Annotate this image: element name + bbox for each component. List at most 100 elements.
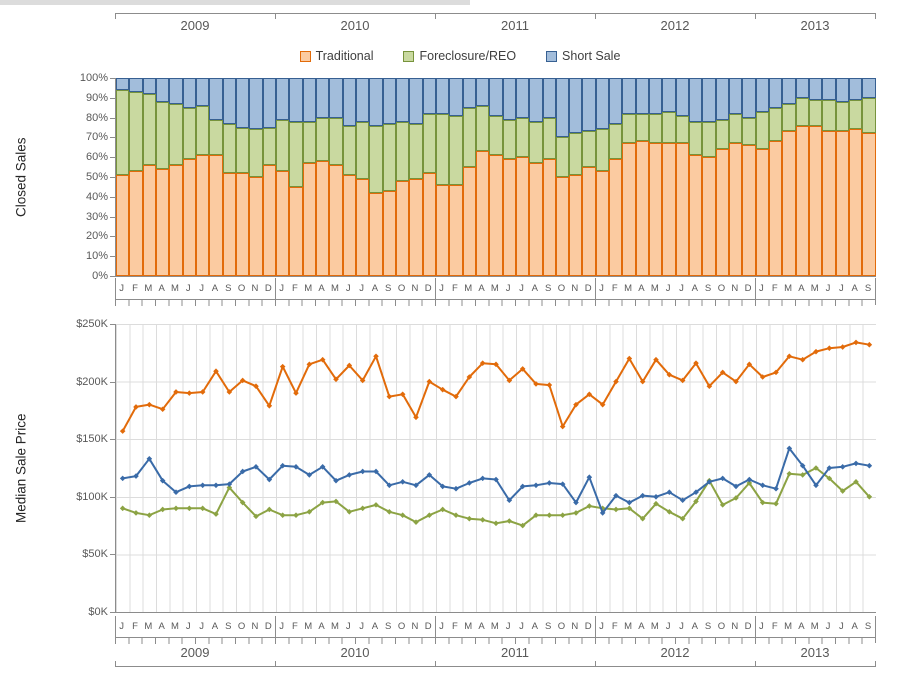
bar-segment-foreclosure-reo [116, 89, 130, 176]
month-label: M [464, 621, 473, 632]
bar-segment-foreclosure-reo [689, 121, 703, 156]
foreclosure-reo-price-line-marker [866, 494, 873, 500]
bar-segment-foreclosure-reo [795, 97, 810, 126]
month-label: M [624, 283, 633, 294]
short-sale-price-line-marker [479, 475, 486, 482]
month-label: A [318, 283, 325, 294]
month-label: N [571, 621, 579, 632]
bar-segment-traditional [249, 177, 263, 276]
traditional-price-line-marker [653, 356, 659, 363]
month-label: M [650, 621, 659, 632]
bar-segment-foreclosure-reo [449, 115, 463, 185]
short-sale-price-line-marker [213, 482, 219, 489]
bar-segment-foreclosure-reo [769, 107, 783, 142]
foreclosure-reo-price-line-marker [639, 515, 646, 522]
bar-segment-foreclosure-reo [302, 121, 316, 164]
traditional-price-line-marker [386, 393, 393, 400]
foreclosure-reo-price-line-marker [759, 499, 766, 506]
bar-segment-foreclosure-reo [609, 123, 623, 160]
bar-segment-short-sale [662, 78, 676, 112]
bar-segment-traditional [795, 125, 810, 276]
foreclosure-reo-price-line-marker [199, 505, 206, 512]
month-label: M [784, 283, 793, 294]
bar-segment-short-sale [142, 78, 156, 94]
bar-segment-short-sale [555, 78, 570, 138]
bar-segment-short-sale [635, 78, 650, 114]
month-label: A [851, 283, 858, 294]
stacked-bar [622, 78, 636, 276]
short-sale-price-line-marker [559, 481, 566, 487]
month-label: M [330, 621, 339, 632]
bar-segment-short-sale [862, 78, 876, 98]
y-tick-label: 10% [85, 250, 108, 263]
stacked-bar [649, 78, 663, 276]
stacked-bar [755, 78, 770, 276]
bar-segment-foreclosure-reo [329, 117, 343, 166]
short-sale-price-line-marker [546, 480, 553, 486]
y-tick-mark [110, 381, 115, 383]
month-label: J [679, 283, 684, 294]
bar-segment-traditional [569, 175, 583, 276]
chart-legend: Traditional Foreclosure/REO Short Sale [115, 49, 805, 63]
month-label: A [371, 621, 379, 632]
y-tick-label: $50K [82, 548, 108, 561]
month-label: M [144, 283, 153, 294]
year-label: 2013 [800, 18, 830, 33]
bar-segment-short-sale [209, 78, 223, 120]
month-label: J [185, 621, 191, 632]
y-tick-label: 50% [85, 171, 108, 183]
foreclosure-reo-price-line [122, 467, 871, 527]
month-label: J [345, 621, 351, 632]
bar-segment-foreclosure-reo [209, 119, 223, 156]
year-divider [435, 278, 436, 305]
stacked-bar [609, 78, 623, 276]
foreclosure-reo-price-line-marker [799, 472, 806, 478]
bar-segment-traditional [395, 180, 410, 276]
y-tick-mark [110, 496, 115, 498]
year-label: 2010 [340, 18, 370, 33]
traditional-price-line-marker [279, 363, 286, 370]
foreclosure-reo-price-line-marker [586, 503, 593, 509]
short-sale-price-line-marker [173, 489, 179, 495]
bar-segment-traditional [155, 169, 170, 276]
stacked-bar [129, 78, 143, 276]
month-label: O [237, 283, 246, 294]
bar-segment-short-sale [169, 78, 183, 104]
bar-segment-foreclosure-reo [649, 113, 663, 144]
year-divider [275, 616, 276, 643]
month-label: J [359, 621, 364, 632]
stacked-bar [382, 78, 396, 276]
bar-segment-foreclosure-reo [849, 99, 863, 130]
foreclosure-reo-price-line-marker [253, 513, 259, 520]
foreclosure-reo-price-line-marker [679, 515, 686, 522]
bar-segment-short-sale [435, 78, 450, 114]
y-tick-label: $150K [76, 433, 108, 446]
foreclosure-reo-price-line-marker [186, 505, 193, 512]
short-sale-price-line-marker [519, 483, 526, 490]
traditional-price-line-marker [239, 377, 246, 384]
month-label: A [638, 621, 645, 632]
stacked-bar [169, 78, 183, 276]
short-sale-price-line-marker [733, 483, 739, 490]
bar-segment-short-sale [595, 78, 610, 130]
bar-series-area [116, 78, 876, 276]
month-label: J [119, 283, 125, 294]
bar-segment-traditional [502, 159, 516, 276]
bar-segment-traditional [195, 155, 210, 276]
short-sale-price-line-marker [399, 479, 406, 485]
stacked-bar [435, 78, 450, 276]
year-boundary-tick [755, 661, 756, 667]
stacked-bar [569, 78, 583, 276]
bar-segment-traditional [169, 165, 183, 276]
year-boundary-tick [435, 661, 436, 667]
bar-segment-foreclosure-reo [142, 93, 156, 166]
bar-segment-short-sale [289, 78, 303, 122]
foreclosure-reo-price-line-marker [746, 480, 753, 486]
bar-segment-short-sale [769, 78, 783, 108]
month-label: O [397, 621, 406, 632]
bar-segment-traditional [235, 173, 250, 276]
foreclosure-reo-price-line-marker [719, 502, 726, 508]
y-tick-label: 40% [85, 190, 108, 203]
bar-segment-short-sale [382, 78, 396, 124]
month-label: J [439, 621, 444, 632]
